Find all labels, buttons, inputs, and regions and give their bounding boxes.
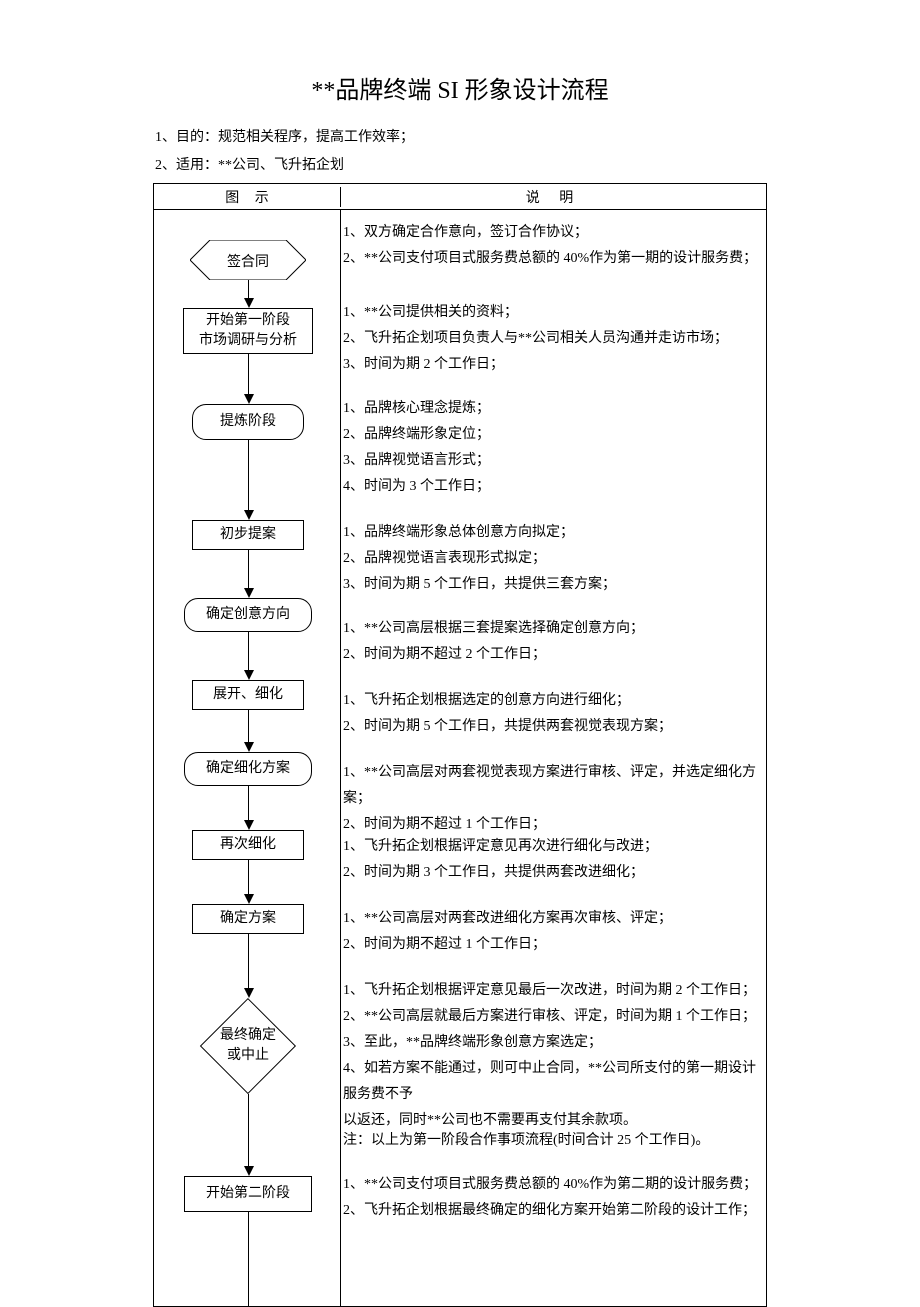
flow-node-n6: 展开、细化 <box>192 680 304 710</box>
desc-block-0: 1、双方确定合作意向，签订合作协议；2、**公司支付项目式服务费总额的 40%作… <box>343 220 760 272</box>
desc-line: 1、品牌终端形象总体创意方向拟定； <box>343 520 760 546</box>
desc-line: 1、品牌核心理念提炼； <box>343 396 760 422</box>
page: **品牌终端 SI 形象设计流程 1、目的：规范相关程序，提高工作效率； 2、适… <box>0 0 920 1307</box>
desc-note: 注：以上为第一阶段合作事项流程(时间合计 25 个工作日)。 <box>343 1128 760 1154</box>
desc-block-3: 1、品牌终端形象总体创意方向拟定；2、品牌视觉语言表现形式拟定；3、时间为期 5… <box>343 520 760 598</box>
desc-block-10: 注：以上为第一阶段合作事项流程(时间合计 25 个工作日)。 <box>343 1128 760 1154</box>
table-body: 签合同开始第一阶段市场调研与分析提炼阶段初步提案确定创意方向展开、细化确定细化方… <box>154 210 766 1306</box>
desc-line: 2、品牌终端形象定位； <box>343 422 760 448</box>
flow-node-n7: 确定细化方案 <box>184 752 312 786</box>
desc-line: 1、**公司高层根据三套提案选择确定创意方向； <box>343 616 760 642</box>
flow-arrow-4 <box>248 632 249 670</box>
desc-line: 3、时间为期 2 个工作日； <box>343 352 760 378</box>
flow-node-n3: 提炼阶段 <box>192 404 304 440</box>
flow-arrowhead-8 <box>244 988 254 998</box>
flow-arrow-9 <box>248 1094 249 1166</box>
flow-arrow-5 <box>248 710 249 742</box>
flow-arrowhead-6 <box>244 820 254 830</box>
flow-arrowhead-1 <box>244 394 254 404</box>
flow-arrowhead-2 <box>244 510 254 520</box>
flow-arrow-3 <box>248 550 249 588</box>
flow-node-n11: 开始第二阶段 <box>184 1176 312 1212</box>
flow-arrowhead-4 <box>244 670 254 680</box>
flow-arrowhead-0 <box>244 298 254 308</box>
desc-block-4: 1、**公司高层根据三套提案选择确定创意方向；2、时间为期不超过 2 个工作日； <box>343 616 760 668</box>
desc-block-11: 1、**公司支付项目式服务费总额的 40%作为第二期的设计服务费；2、飞升拓企划… <box>343 1172 760 1224</box>
flow-arrowhead-3 <box>244 588 254 598</box>
flow-arrow-6 <box>248 786 249 820</box>
desc-line: 2、时间为期 5 个工作日，共提供两套视觉表现方案； <box>343 714 760 740</box>
desc-block-5: 1、飞升拓企划根据选定的创意方向进行细化；2、时间为期 5 个工作日，共提供两套… <box>343 688 760 740</box>
flow-node-n9: 确定方案 <box>192 904 304 934</box>
header-description: 说 明 <box>341 187 766 207</box>
desc-line: 1、**公司高层对两套视觉表现方案进行审核、评定，并选定细化方案； <box>343 760 760 812</box>
desc-block-1: 1、**公司提供相关的资料；2、飞升拓企划项目负责人与**公司相关人员沟通并走访… <box>343 300 760 378</box>
page-title: **品牌终端 SI 形象设计流程 <box>0 70 920 105</box>
desc-line: 3、时间为期 5 个工作日，共提供三套方案； <box>343 572 760 598</box>
desc-line: 1、飞升拓企划根据评定意见再次进行细化与改进； <box>343 834 760 860</box>
desc-line: 2、**公司高层就最后方案进行审核、评定，时间为期 1 个工作日； <box>343 1004 760 1030</box>
flow-arrow-8 <box>248 934 249 988</box>
desc-block-7: 1、飞升拓企划根据评定意见再次进行细化与改进；2、时间为期 3 个工作日，共提供… <box>343 834 760 886</box>
desc-block-2: 1、品牌核心理念提炼；2、品牌终端形象定位；3、品牌视觉语言形式；4、时间为 3… <box>343 396 760 500</box>
desc-line: 2、时间为期不超过 2 个工作日； <box>343 642 760 668</box>
desc-block-8: 1、**公司高层对两套改进细化方案再次审核、评定；2、时间为期不超过 1 个工作… <box>343 906 760 958</box>
flow-arrowhead-9 <box>244 1166 254 1176</box>
desc-line: 2、时间为期不超过 1 个工作日； <box>343 932 760 958</box>
desc-line: 2、**公司支付项目式服务费总额的 40%作为第一期的设计服务费； <box>343 246 760 272</box>
flow-arrow-2 <box>248 440 249 510</box>
desc-line: 1、**公司提供相关的资料； <box>343 300 760 326</box>
desc-line: 3、品牌视觉语言形式； <box>343 448 760 474</box>
intro-line-1: 1、目的：规范相关程序，提高工作效率； <box>155 127 920 149</box>
flowchart-column: 签合同开始第一阶段市场调研与分析提炼阶段初步提案确定创意方向展开、细化确定细化方… <box>154 210 341 1306</box>
desc-line: 1、**公司支付项目式服务费总额的 40%作为第二期的设计服务费； <box>343 1172 760 1198</box>
desc-block-6: 1、**公司高层对两套视觉表现方案进行审核、评定，并选定细化方案；2、时间为期不… <box>343 760 760 838</box>
flow-node-n5: 确定创意方向 <box>184 598 312 632</box>
flow-arrow-10 <box>248 1212 249 1306</box>
desc-line: 1、飞升拓企划根据评定意见最后一次改进，时间为期 2 个工作日； <box>343 978 760 1004</box>
desc-line: 1、**公司高层对两套改进细化方案再次审核、评定； <box>343 906 760 932</box>
desc-line: 4、如若方案不能通过，则可中止合同，**公司所支付的第一期设计服务费不予 <box>343 1056 760 1108</box>
desc-block-9: 1、飞升拓企划根据评定意见最后一次改进，时间为期 2 个工作日；2、**公司高层… <box>343 978 760 1134</box>
desc-line: 2、时间为期 3 个工作日，共提供两套改进细化； <box>343 860 760 886</box>
desc-line: 1、飞升拓企划根据选定的创意方向进行细化； <box>343 688 760 714</box>
desc-line: 2、飞升拓企划根据最终确定的细化方案开始第二阶段的设计工作； <box>343 1198 760 1224</box>
flow-node-label-n10: 最终确定或中止 <box>188 1026 308 1066</box>
desc-line: 4、时间为 3 个工作日； <box>343 474 760 500</box>
flow-arrow-7 <box>248 860 249 894</box>
flow-node-n2: 开始第一阶段市场调研与分析 <box>183 308 313 354</box>
flow-arrow-1 <box>248 354 249 394</box>
desc-line: 2、品牌视觉语言表现形式拟定； <box>343 546 760 572</box>
desc-line: 1、双方确定合作意向，签订合作协议； <box>343 220 760 246</box>
intro-line-2: 2、适用：**公司、飞升拓企划 <box>155 155 920 177</box>
process-table: 图 示 说 明 签合同开始第一阶段市场调研与分析提炼阶段初步提案确定创意方向展开… <box>153 183 767 1307</box>
table-header-row: 图 示 说 明 <box>154 184 766 210</box>
desc-line: 3、至此，**品牌终端形象创意方案选定； <box>343 1030 760 1056</box>
flow-node-label-n1: 签合同 <box>198 251 298 271</box>
desc-line: 2、飞升拓企划项目负责人与**公司相关人员沟通并走访市场； <box>343 326 760 352</box>
flow-node-n4: 初步提案 <box>192 520 304 550</box>
flow-arrowhead-7 <box>244 894 254 904</box>
flow-arrowhead-5 <box>244 742 254 752</box>
header-diagram: 图 示 <box>154 187 341 207</box>
flow-node-n8: 再次细化 <box>192 830 304 860</box>
flow-arrow-0 <box>248 280 249 298</box>
description-column: 1、双方确定合作意向，签订合作协议；2、**公司支付项目式服务费总额的 40%作… <box>341 210 766 1306</box>
